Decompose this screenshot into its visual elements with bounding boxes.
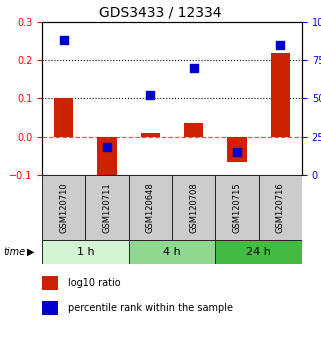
Bar (259, 175, 302, 240)
Text: 4 h: 4 h (163, 247, 181, 257)
Point (61, 38, 66, 43)
Bar (141, 133, 160, 137)
Bar (42, 175, 85, 240)
Point (191, 65, 196, 71)
Bar (129, 240, 215, 264)
Bar (271, 53, 290, 137)
Point (104, 145, 109, 150)
Bar (129, 175, 172, 240)
Bar (215, 175, 259, 240)
Point (148, 93, 153, 98)
Text: time: time (3, 247, 25, 257)
Bar (42, 276, 57, 290)
Bar (42, 301, 57, 315)
Text: GSM120715: GSM120715 (232, 182, 241, 233)
Bar (42, 240, 129, 264)
Text: GDS3433 / 12334: GDS3433 / 12334 (99, 5, 222, 19)
Text: GSM120648: GSM120648 (146, 182, 155, 233)
Text: GSM120710: GSM120710 (59, 182, 68, 233)
Text: GSM120708: GSM120708 (189, 182, 198, 233)
Bar (54, 98, 74, 137)
Bar (215, 240, 302, 264)
Text: 24 h: 24 h (246, 247, 271, 257)
Text: GSM120711: GSM120711 (102, 182, 111, 233)
Text: log10 ratio: log10 ratio (68, 278, 121, 289)
Point (278, 42, 283, 48)
Bar (85, 175, 129, 240)
Bar (184, 123, 204, 137)
Point (234, 149, 239, 155)
Text: GSM120716: GSM120716 (276, 182, 285, 233)
Text: 1 h: 1 h (76, 247, 94, 257)
Bar (97, 137, 117, 179)
Text: ▶: ▶ (27, 247, 35, 257)
Bar (172, 175, 215, 240)
Bar (227, 137, 247, 162)
Text: percentile rank within the sample: percentile rank within the sample (68, 303, 233, 313)
